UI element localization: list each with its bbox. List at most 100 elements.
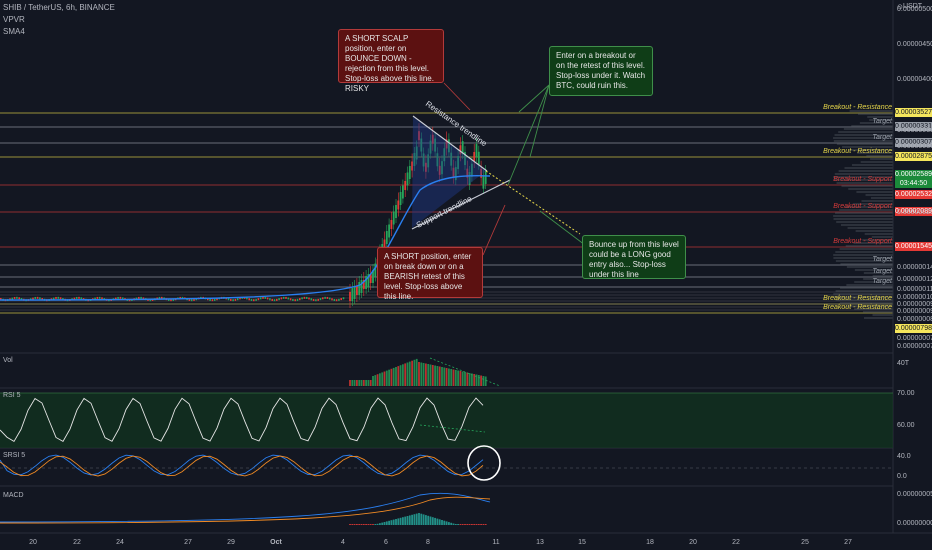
macd-bar bbox=[411, 514, 413, 525]
vpvr-bar bbox=[846, 266, 893, 268]
vpvr-bar bbox=[834, 134, 893, 136]
vpvr-bar bbox=[846, 305, 893, 307]
volume-bar bbox=[450, 369, 453, 386]
candle-body bbox=[406, 172, 409, 186]
candle-body bbox=[397, 200, 400, 210]
level-label: Target bbox=[872, 134, 892, 141]
candle-body bbox=[98, 296, 101, 299]
indicator-vpvr[interactable]: VPVR bbox=[3, 15, 25, 24]
volume-bar bbox=[385, 370, 388, 386]
symbol-title[interactable]: SHIB / TetherUS, 6h, BINANCE bbox=[3, 3, 115, 12]
macd-bar bbox=[406, 516, 409, 525]
macd-bar bbox=[473, 524, 476, 525]
x-tick: 18 bbox=[646, 539, 654, 546]
candle-body bbox=[480, 168, 482, 178]
candle-body bbox=[172, 298, 175, 301]
vpvr-bar bbox=[839, 209, 893, 211]
vpvr-bar bbox=[853, 242, 893, 244]
candle-body bbox=[59, 297, 62, 300]
indicator-sma[interactable]: SMA4 bbox=[3, 27, 25, 36]
vpvr-bar bbox=[849, 110, 893, 112]
target-tag: 0.000003311 bbox=[895, 122, 932, 131]
candle-body bbox=[266, 297, 269, 300]
x-tick: 20 bbox=[689, 539, 697, 546]
volume-bar bbox=[477, 375, 480, 386]
candle-body bbox=[434, 138, 436, 152]
candle-body bbox=[461, 141, 464, 155]
macd-bar bbox=[397, 518, 400, 525]
candle-body bbox=[156, 297, 158, 300]
macd-bar bbox=[372, 524, 374, 525]
short-breakdown-note: A SHORT position, enter on break down or… bbox=[377, 247, 483, 301]
candle-body bbox=[285, 296, 287, 299]
candle-body bbox=[482, 175, 485, 189]
currency-label[interactable]: USDT bbox=[903, 3, 923, 10]
candle-body bbox=[468, 171, 471, 185]
candle-body bbox=[142, 297, 145, 300]
callout-line bbox=[518, 84, 550, 113]
volume-bar bbox=[431, 365, 434, 386]
macd-bar bbox=[445, 521, 448, 525]
vpvr-bar bbox=[848, 149, 893, 151]
x-tick: 13 bbox=[536, 539, 544, 546]
vpvr-bar bbox=[857, 113, 893, 115]
rsi-trendline bbox=[419, 424, 486, 433]
callout-line bbox=[507, 84, 550, 186]
candle-body bbox=[179, 296, 181, 299]
volume-bar bbox=[441, 367, 443, 386]
macd-bar bbox=[450, 522, 453, 525]
candle-body bbox=[415, 146, 418, 160]
vpvr-bar bbox=[833, 140, 893, 142]
macd-bar bbox=[438, 519, 441, 525]
callout-line bbox=[539, 210, 586, 246]
volume-bar bbox=[425, 363, 427, 386]
volume-bar bbox=[466, 372, 469, 386]
candle-body bbox=[484, 170, 487, 184]
panel-axis-label: 40.0 bbox=[897, 453, 911, 460]
vpvr-bar bbox=[854, 269, 893, 271]
candle-body bbox=[135, 297, 138, 300]
candle-body bbox=[308, 297, 310, 300]
panel-axis-label: 0.0 bbox=[897, 473, 907, 480]
candle-body bbox=[227, 298, 230, 301]
signal-line bbox=[0, 496, 491, 524]
macd-bar bbox=[390, 520, 393, 525]
level-label: Breakout - Resistance bbox=[823, 104, 892, 111]
volume-bar bbox=[367, 380, 370, 386]
macd-bar bbox=[360, 524, 363, 525]
volume-bar bbox=[383, 371, 386, 386]
price-axis-label: 0.0000003311 bbox=[897, 127, 932, 134]
vpvr-bar bbox=[865, 194, 893, 196]
vpvr-bar bbox=[833, 296, 893, 298]
price-axis-label: 0.0000000731 bbox=[897, 335, 932, 342]
candle-body bbox=[20, 298, 23, 301]
macd-bar bbox=[477, 524, 480, 525]
candle-body bbox=[452, 167, 455, 177]
level-label: Breakout - Support bbox=[833, 238, 892, 245]
price-tag: 0.00002089 bbox=[895, 207, 932, 216]
candle-body bbox=[149, 299, 152, 302]
candle-body bbox=[188, 298, 191, 301]
vpvr-bar bbox=[835, 299, 893, 301]
macd-bar bbox=[434, 517, 436, 525]
macd-bar bbox=[484, 524, 487, 525]
candle-body bbox=[216, 298, 218, 301]
level-label: Breakout - Support bbox=[833, 176, 892, 183]
candle-body bbox=[466, 168, 469, 178]
macd-bar bbox=[399, 517, 402, 525]
macd-line bbox=[0, 492, 491, 523]
candle-body bbox=[328, 297, 331, 300]
candle-body bbox=[16, 296, 18, 299]
candle-body bbox=[236, 298, 239, 301]
candle-body bbox=[255, 298, 257, 301]
candle-body bbox=[324, 296, 326, 299]
volume-bar bbox=[418, 362, 420, 386]
vpvr-bar bbox=[870, 158, 893, 160]
vpvr-bar bbox=[836, 143, 893, 145]
candle-body bbox=[402, 185, 404, 199]
x-tick: 15 bbox=[578, 539, 586, 546]
vpvr-bar bbox=[848, 188, 893, 190]
vpvr-bar bbox=[854, 281, 893, 283]
vpvr-bar bbox=[867, 116, 893, 118]
